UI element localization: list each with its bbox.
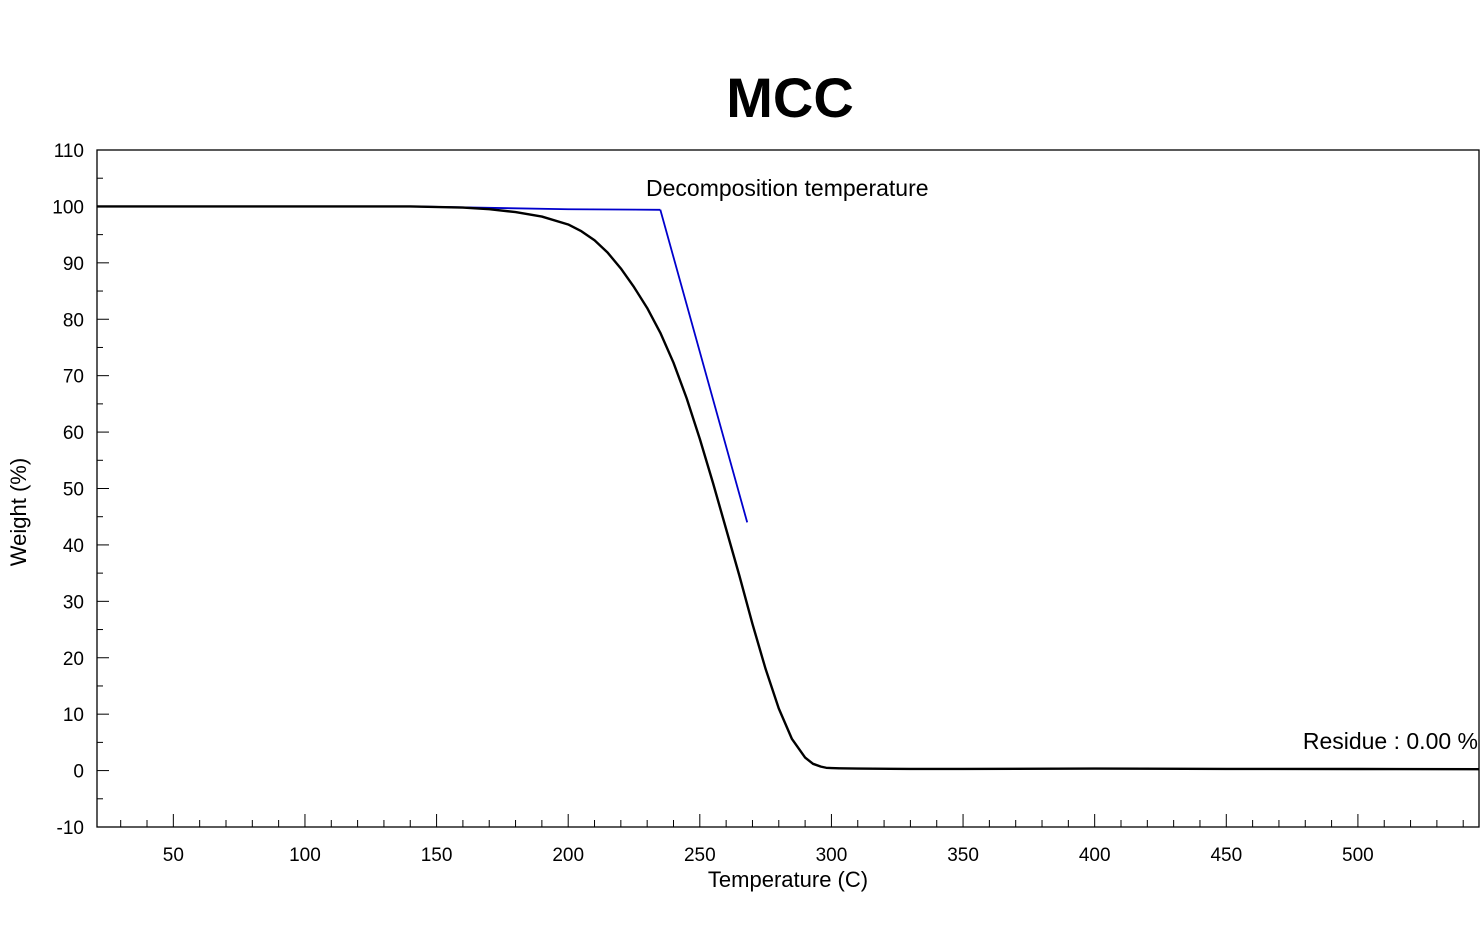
x-tick-label: 150 <box>421 845 453 866</box>
decomposition-temperature-label: Decomposition temperature <box>646 175 929 201</box>
x-axis-tick-labels: 50 100 150 200 250 300 350 400 450 500 <box>163 845 1374 866</box>
residue-label: Residue : 0.00 % <box>1303 728 1478 754</box>
weight-loss-curve <box>97 205 1480 771</box>
x-axis-ticks <box>120 814 1464 827</box>
y-tick-label: 70 <box>63 367 84 388</box>
x-tick-label: 400 <box>1079 845 1111 866</box>
y-tick-label: 50 <box>63 480 84 501</box>
x-tick-label: 250 <box>684 845 716 866</box>
y-tick-label: 110 <box>54 141 84 162</box>
x-tick-label: 350 <box>947 845 979 866</box>
y-axis-label: Weight (%) <box>6 458 31 566</box>
plot-area-frame <box>96 149 1480 828</box>
y-tick-label: 90 <box>63 254 84 275</box>
decomposition-slope-line <box>659 209 749 523</box>
x-tick-label: 100 <box>289 845 321 866</box>
y-tick-label: 20 <box>63 649 84 670</box>
y-tick-label: -10 <box>57 818 84 839</box>
x-axis-label: Temperature (C) <box>708 867 868 892</box>
x-tick-label: 200 <box>552 845 584 866</box>
chart-title: MCC <box>726 66 854 129</box>
y-axis-ticks <box>97 149 109 828</box>
y-tick-label: 60 <box>63 423 84 444</box>
x-tick-label: 300 <box>816 845 848 866</box>
x-tick-label: 450 <box>1210 845 1242 866</box>
y-tick-label: 100 <box>52 197 84 218</box>
x-tick-label: 500 <box>1342 845 1374 866</box>
y-tick-label: 30 <box>63 592 84 613</box>
y-axis-tick-labels: -10 0 10 20 30 40 50 60 70 80 90 100 110 <box>52 141 84 839</box>
y-tick-label: 80 <box>63 310 84 331</box>
y-tick-label: 40 <box>63 536 84 557</box>
x-tick-label: 50 <box>163 845 184 866</box>
y-tick-label: 10 <box>63 705 84 726</box>
y-tick-label: 0 <box>73 762 84 783</box>
